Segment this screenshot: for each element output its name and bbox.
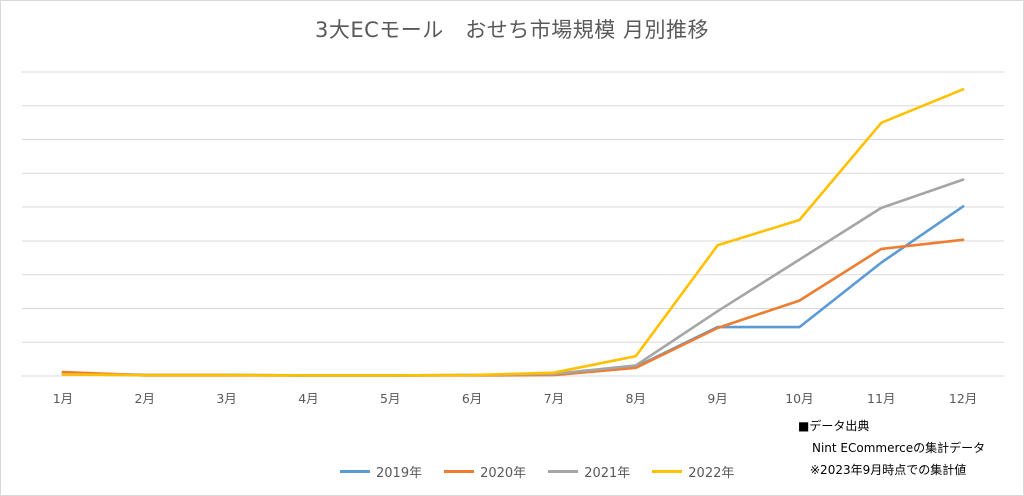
legend-swatch bbox=[652, 470, 683, 473]
legend: 2019年 2020年 2021年 2022年 bbox=[340, 462, 734, 481]
x-tick-label: 1月 bbox=[53, 391, 73, 406]
x-tick-label: 9月 bbox=[707, 391, 727, 406]
series-line-2019年 bbox=[61, 205, 965, 377]
chart-title: 3大ECモール おせち市場規模 月別推移 bbox=[315, 18, 709, 42]
x-axis-tick-labels: 1月 2月 3月 4月 5月 6月 7月 8月 9月 10月 11月 12月 bbox=[53, 391, 978, 406]
x-tick-label: 11月 bbox=[867, 391, 895, 406]
x-tick-label: 5月 bbox=[380, 391, 400, 406]
legend-swatch bbox=[548, 470, 579, 473]
source-note-date: ※2023年9月時点での集計値 bbox=[810, 463, 967, 477]
x-tick-label: 8月 bbox=[626, 391, 646, 406]
source-note: ■データ出典 Nint ECommerceの集計データ ※2023年9月時点での… bbox=[798, 415, 985, 481]
legend-label: 2019年 bbox=[376, 466, 423, 481]
legend-entry: 2021年 bbox=[548, 462, 630, 481]
series-line-2022年 bbox=[61, 88, 965, 377]
x-tick-label: 4月 bbox=[298, 391, 318, 406]
legend-swatch bbox=[444, 470, 475, 473]
x-tick-label: 12月 bbox=[949, 391, 977, 406]
series-line-2020年 bbox=[61, 238, 965, 377]
source-note-heading: ■データ出典 bbox=[798, 419, 870, 433]
series-lines bbox=[61, 88, 965, 377]
series-line-2021年 bbox=[61, 178, 965, 377]
x-tick-label: 6月 bbox=[462, 391, 482, 406]
x-tick-label: 3月 bbox=[216, 391, 236, 406]
legend-label: 2020年 bbox=[480, 466, 527, 481]
legend-entry: 2020年 bbox=[444, 462, 526, 481]
legend-label: 2021年 bbox=[584, 466, 631, 481]
legend-entry: 2019年 bbox=[340, 462, 422, 481]
x-tick-label: 10月 bbox=[785, 391, 813, 406]
legend-swatch bbox=[340, 470, 370, 473]
legend-label: 2022年 bbox=[688, 466, 735, 481]
source-note-source: Nint ECommerceの集計データ bbox=[812, 441, 986, 455]
legend-entry: 2022年 bbox=[652, 462, 734, 481]
x-tick-label: 2月 bbox=[135, 391, 155, 406]
x-tick-label: 7月 bbox=[544, 391, 564, 406]
